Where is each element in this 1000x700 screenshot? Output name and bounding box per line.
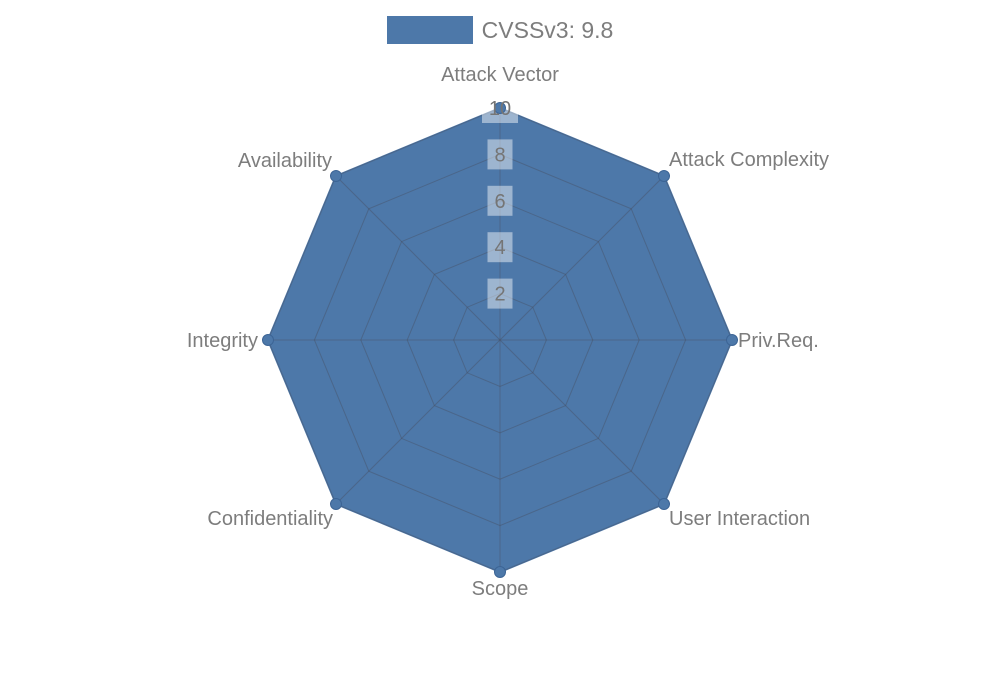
radar-point [658, 170, 670, 182]
radar-grid-spoke [499, 175, 665, 341]
tick-label: 6 [494, 191, 505, 213]
tick-backdrop [487, 232, 513, 263]
radar-point [494, 102, 506, 114]
radar-point [658, 498, 670, 510]
axis-label-user-interaction: User Interaction [669, 508, 810, 530]
axis-label-integrity: Integrity [187, 330, 258, 352]
radar-grid-spoke [335, 339, 501, 505]
axis-label-availability: Availability [238, 150, 332, 172]
axis-label-attack-vector: Attack Vector [441, 64, 559, 86]
radar-grid-ring [453, 293, 547, 387]
radar-grid-spoke [335, 175, 501, 341]
radar-point [330, 170, 342, 182]
axis-label-attack-complexity: Attack Complexity [669, 149, 829, 171]
tick-label: 2 [494, 284, 505, 306]
tick-label: 4 [494, 237, 505, 259]
radar-grid-ring [360, 200, 640, 480]
tick-backdrop [487, 139, 513, 170]
legend-swatch [386, 15, 473, 44]
radar-grid-ring [406, 246, 594, 434]
tick-backdrop [487, 278, 513, 309]
tick-label: 10 [489, 98, 511, 120]
radar-grid-spoke [499, 339, 665, 505]
axis-label-scope: Scope [472, 578, 529, 600]
chart-legend[interactable]: CVSSv3: 9.8 [0, 15, 1000, 44]
radar-point [494, 566, 506, 578]
tick-backdrop [487, 185, 513, 216]
axis-label-priv-req: Priv.Req. [738, 330, 819, 352]
radar-point [726, 334, 738, 346]
radar-grid-ring [313, 153, 687, 527]
axis-label-confidentiality: Confidentiality [207, 508, 333, 530]
radar-point [330, 498, 342, 510]
tick-label: 8 [494, 144, 505, 166]
radar-point [262, 334, 274, 346]
legend-series-label: CVSSv3: 9.8 [481, 16, 614, 43]
